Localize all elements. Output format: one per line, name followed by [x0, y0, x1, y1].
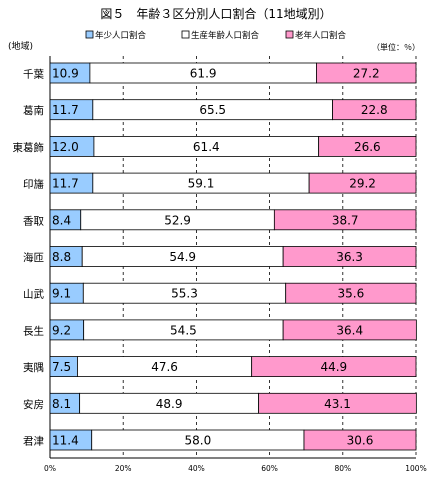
data-label: 11.7	[52, 103, 79, 117]
data-label: 35.6	[337, 287, 364, 301]
data-label: 59.1	[188, 177, 215, 191]
data-label: 10.9	[52, 67, 79, 81]
x-tick-labels: 0% 20% 40% 60% 80% 100%	[44, 464, 427, 473]
data-label: 11.4	[52, 434, 79, 448]
legend-label: 老年人口割合	[295, 30, 347, 41]
x-tick-label: 0%	[44, 464, 56, 473]
bar-segment	[318, 135, 417, 157]
data-label: 9.1	[52, 287, 71, 301]
data-label: 55.3	[171, 287, 198, 301]
category-label: 夷隅	[23, 361, 44, 374]
data-label: 29.2	[349, 177, 376, 191]
bar-segment	[282, 319, 417, 341]
data-label: 61.4	[193, 140, 220, 154]
category-label: 山武	[23, 288, 44, 301]
bar-segment	[273, 209, 417, 231]
category-label: 葛南	[23, 104, 44, 117]
category-label: 香取	[23, 215, 44, 227]
data-label: 44.9	[320, 360, 347, 374]
legend-swatch	[85, 30, 94, 39]
x-tick-label: 80%	[334, 464, 351, 473]
data-label: 7.5	[52, 360, 71, 374]
x-tick-label: 100%	[405, 464, 426, 473]
data-label: 52.9	[164, 213, 191, 227]
category-label: 千葉	[23, 68, 44, 81]
bar-segment	[303, 429, 417, 451]
legend: 年少人口割合 生産年齢人口割合 老年人口割合	[85, 30, 347, 41]
bar-segment	[332, 99, 417, 121]
category-label: 長生	[23, 324, 44, 337]
category-axis-label: (地域)	[8, 40, 33, 52]
bar-segment	[251, 356, 417, 378]
data-label: 48.9	[156, 397, 183, 411]
chart-title: 図５ 年齢３区分別人口割合（11地域別）	[100, 6, 331, 21]
category-label: 海匝	[23, 251, 44, 264]
data-label: 9.2	[52, 323, 71, 337]
bar-segment	[258, 392, 417, 414]
data-label: 11.7	[52, 177, 79, 191]
data-label: 61.9	[190, 67, 217, 81]
data-label: 43.1	[324, 397, 351, 411]
data-label: 65.5	[199, 103, 226, 117]
bars: 10.9 61.9 27.2 11.7 65.5 22.8 12.0 61.4 26.6 11.7…	[49, 62, 417, 451]
data-label: 54.5	[170, 323, 197, 337]
data-label: 12.0	[52, 140, 79, 154]
legend-swatch	[181, 30, 190, 39]
x-tick-label: 20%	[115, 464, 132, 473]
category-label: 東葛飾	[13, 141, 45, 154]
unit-note: （単位：％）	[372, 42, 420, 52]
data-label: 26.6	[354, 140, 381, 154]
bar-segment	[308, 172, 417, 194]
category-label: 印旛	[23, 178, 44, 191]
data-label: 36.4	[336, 323, 363, 337]
bar-segment	[316, 62, 417, 84]
category-label: 君津	[23, 436, 44, 448]
legend-label: 年少人口割合	[95, 30, 147, 41]
data-label: 36.3	[336, 250, 363, 264]
data-label: 27.2	[353, 67, 380, 81]
data-label: 8.4	[52, 213, 71, 227]
category-label: 安房	[23, 398, 44, 411]
x-tick-label: 60%	[261, 464, 278, 473]
x-tick-label: 40%	[188, 464, 205, 473]
data-label: 54.9	[169, 250, 196, 264]
bar-segment	[285, 282, 417, 304]
data-label: 58.0	[185, 434, 212, 448]
data-label: 38.7	[332, 213, 359, 227]
data-label: 47.6	[151, 360, 178, 374]
data-label: 8.1	[52, 397, 71, 411]
legend-label: 生産年齢人口割合	[191, 30, 260, 41]
data-label: 30.6	[347, 434, 374, 448]
data-label: 22.8	[361, 103, 388, 117]
legend-swatch	[285, 30, 294, 39]
data-label: 8.8	[52, 250, 71, 264]
bar-segment	[282, 246, 417, 267]
